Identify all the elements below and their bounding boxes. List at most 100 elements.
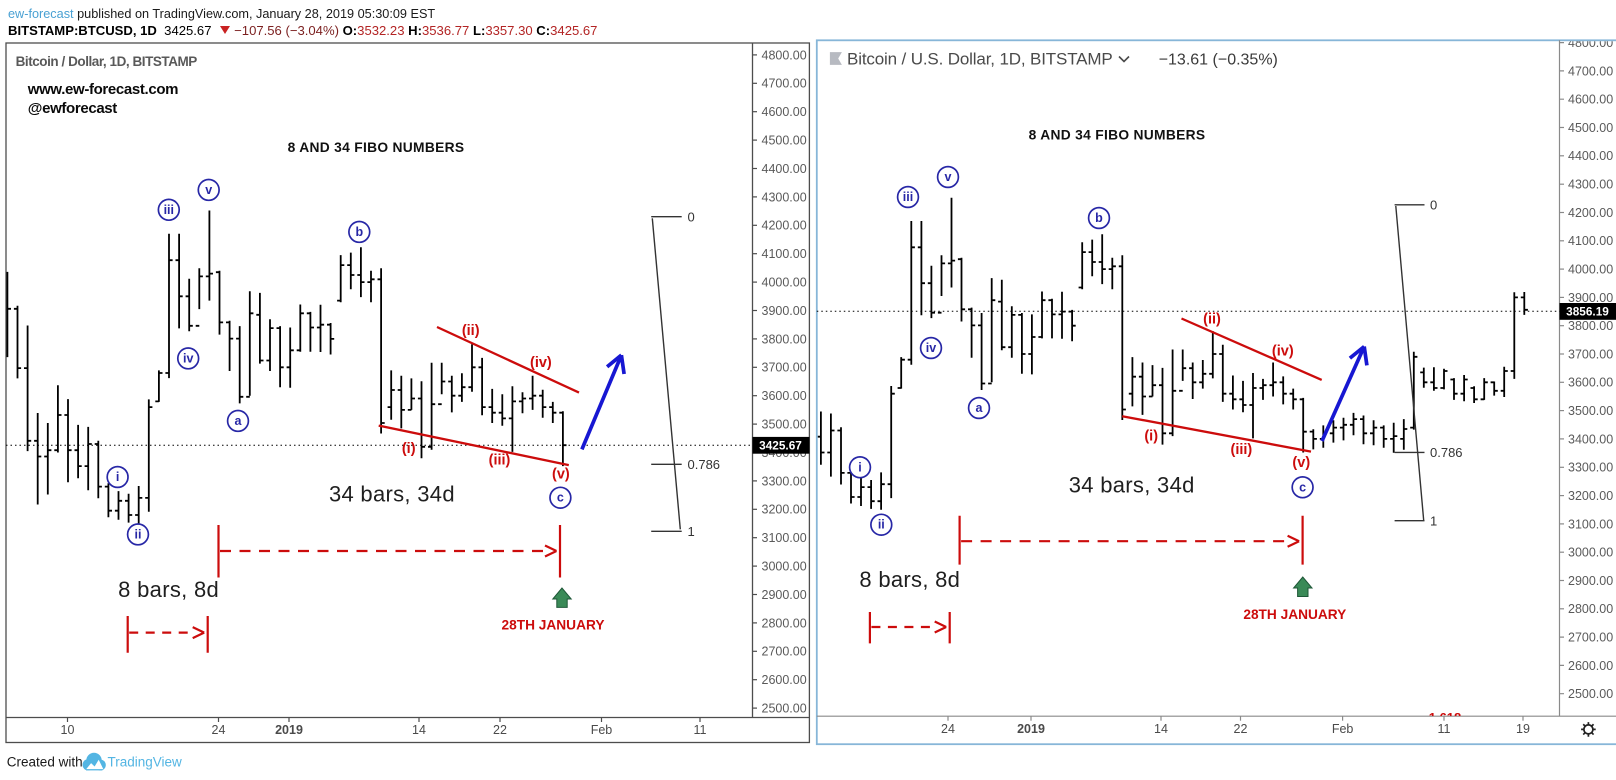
svg-text:11: 11 — [694, 723, 707, 737]
svg-text:1.618: 1.618 — [1429, 710, 1462, 725]
svg-text:v: v — [205, 183, 212, 197]
svg-text:Feb: Feb — [591, 723, 613, 737]
svg-text:1: 1 — [1430, 513, 1437, 528]
svg-text:(i): (i) — [402, 441, 416, 457]
svg-text:14: 14 — [412, 723, 426, 737]
svg-text:3425.67: 3425.67 — [759, 439, 802, 453]
svg-text:3600.00: 3600.00 — [1568, 376, 1613, 390]
svg-text:3200.00: 3200.00 — [762, 503, 807, 517]
svg-text:2800.00: 2800.00 — [762, 616, 807, 630]
svg-text:4600.00: 4600.00 — [1568, 93, 1613, 107]
svg-text:TradingView: TradingView — [108, 755, 183, 770]
svg-text:3300.00: 3300.00 — [762, 474, 807, 488]
svg-text:−13.61 (−0.35%): −13.61 (−0.35%) — [1159, 52, 1278, 69]
svg-text:(iii): (iii) — [489, 453, 511, 469]
svg-text:4000.00: 4000.00 — [762, 276, 807, 290]
svg-text:Bitcoin / Dollar, 1D, BITSTAMP: Bitcoin / Dollar, 1D, BITSTAMP — [16, 54, 198, 69]
svg-text:4400.00: 4400.00 — [762, 162, 807, 176]
svg-text:8 bars, 8d: 8 bars, 8d — [118, 577, 219, 602]
svg-text:(v): (v) — [1292, 455, 1310, 471]
svg-text:3400.00: 3400.00 — [1568, 432, 1613, 446]
svg-text:14: 14 — [1154, 722, 1168, 736]
svg-text:2600.00: 2600.00 — [1568, 659, 1613, 673]
svg-text:v: v — [945, 170, 952, 184]
svg-text:3500.00: 3500.00 — [762, 418, 807, 432]
svg-text:2700.00: 2700.00 — [762, 645, 807, 659]
svg-text:34 bars, 34d: 34 bars, 34d — [329, 482, 455, 507]
svg-text:22: 22 — [493, 723, 507, 737]
svg-text:24: 24 — [941, 722, 955, 736]
svg-text:19: 19 — [1516, 722, 1530, 736]
svg-text:2019: 2019 — [1017, 722, 1045, 736]
svg-text:c: c — [557, 491, 564, 505]
svg-text:4100.00: 4100.00 — [762, 247, 807, 261]
svg-text:8 AND 34 FIBO NUMBERS: 8 AND 34 FIBO NUMBERS — [288, 140, 465, 155]
svg-text:0: 0 — [1430, 197, 1437, 212]
svg-text:(iv): (iv) — [530, 355, 552, 371]
svg-text:3700.00: 3700.00 — [1568, 347, 1613, 361]
svg-text:4700.00: 4700.00 — [762, 77, 807, 91]
svg-text:iii: iii — [164, 203, 174, 217]
svg-text:3000.00: 3000.00 — [762, 560, 807, 574]
svg-text:4800.00: 4800.00 — [1568, 36, 1613, 50]
svg-text:2800.00: 2800.00 — [1568, 602, 1613, 616]
svg-text:4400.00: 4400.00 — [1568, 149, 1613, 163]
svg-text:(ii): (ii) — [1203, 311, 1221, 327]
svg-text:2900.00: 2900.00 — [762, 588, 807, 602]
svg-text:c: c — [1299, 480, 1306, 494]
svg-text:4800.00: 4800.00 — [762, 48, 807, 62]
svg-text:11: 11 — [1438, 722, 1451, 736]
svg-text:0.786: 0.786 — [688, 457, 721, 472]
svg-text:4100.00: 4100.00 — [1568, 234, 1613, 248]
svg-text:(iv): (iv) — [1272, 344, 1294, 360]
svg-text:3900.00: 3900.00 — [1568, 291, 1613, 305]
svg-text:iii: iii — [903, 190, 913, 204]
svg-text:28TH JANUARY: 28TH JANUARY — [1243, 607, 1346, 622]
svg-text:28TH JANUARY: 28TH JANUARY — [502, 618, 605, 633]
svg-text:3100.00: 3100.00 — [1568, 517, 1613, 531]
svg-text:iv: iv — [183, 351, 193, 365]
svg-text:0: 0 — [688, 209, 695, 224]
svg-text:0.786: 0.786 — [1430, 445, 1463, 460]
svg-text:2500.00: 2500.00 — [762, 702, 807, 716]
svg-text:4300.00: 4300.00 — [1568, 178, 1613, 192]
svg-text:i: i — [116, 470, 119, 484]
svg-text:a: a — [235, 414, 243, 428]
svg-text:Feb: Feb — [1332, 722, 1354, 736]
svg-text:4500.00: 4500.00 — [1568, 121, 1613, 135]
svg-text:3800.00: 3800.00 — [1568, 319, 1613, 333]
svg-text:3100.00: 3100.00 — [762, 531, 807, 545]
svg-text:4000.00: 4000.00 — [1568, 263, 1613, 277]
svg-text:2019: 2019 — [275, 723, 303, 737]
svg-text:3600.00: 3600.00 — [762, 389, 807, 403]
svg-text:a: a — [976, 401, 984, 415]
svg-text:2900.00: 2900.00 — [1568, 574, 1613, 588]
svg-text:8 bars, 8d: 8 bars, 8d — [859, 567, 960, 592]
svg-text:3200.00: 3200.00 — [1568, 489, 1613, 503]
svg-text:3900.00: 3900.00 — [762, 304, 807, 318]
svg-text:4700.00: 4700.00 — [1568, 64, 1613, 78]
svg-text:3700.00: 3700.00 — [762, 361, 807, 375]
svg-text:@ewforecast: @ewforecast — [28, 100, 118, 117]
svg-text:24: 24 — [212, 723, 226, 737]
svg-text:(i): (i) — [1144, 429, 1158, 445]
svg-text:Created with: Created with — [7, 755, 83, 770]
svg-text:4200.00: 4200.00 — [762, 219, 807, 233]
svg-text:ii: ii — [878, 518, 885, 532]
svg-text:(v): (v) — [552, 466, 570, 482]
svg-text:(iii): (iii) — [1231, 442, 1253, 458]
svg-text:ii: ii — [135, 527, 142, 541]
svg-text:22: 22 — [1234, 722, 1248, 736]
svg-text:34 bars, 34d: 34 bars, 34d — [1069, 472, 1195, 497]
svg-text:4300.00: 4300.00 — [762, 190, 807, 204]
svg-text:iv: iv — [926, 341, 936, 355]
svg-text:2700.00: 2700.00 — [1568, 631, 1613, 645]
svg-text:8 AND 34 FIBO NUMBERS: 8 AND 34 FIBO NUMBERS — [1029, 128, 1206, 143]
svg-text:4200.00: 4200.00 — [1568, 206, 1613, 220]
svg-text:10: 10 — [61, 723, 75, 737]
svg-text:www.ew-forecast.com: www.ew-forecast.com — [27, 81, 178, 98]
svg-text:2500.00: 2500.00 — [1568, 687, 1613, 701]
svg-text:3800.00: 3800.00 — [762, 332, 807, 346]
svg-text:4600.00: 4600.00 — [762, 105, 807, 119]
svg-text:Bitcoin / U.S. Dollar, 1D, BIT: Bitcoin / U.S. Dollar, 1D, BITSTAMP — [847, 50, 1113, 69]
